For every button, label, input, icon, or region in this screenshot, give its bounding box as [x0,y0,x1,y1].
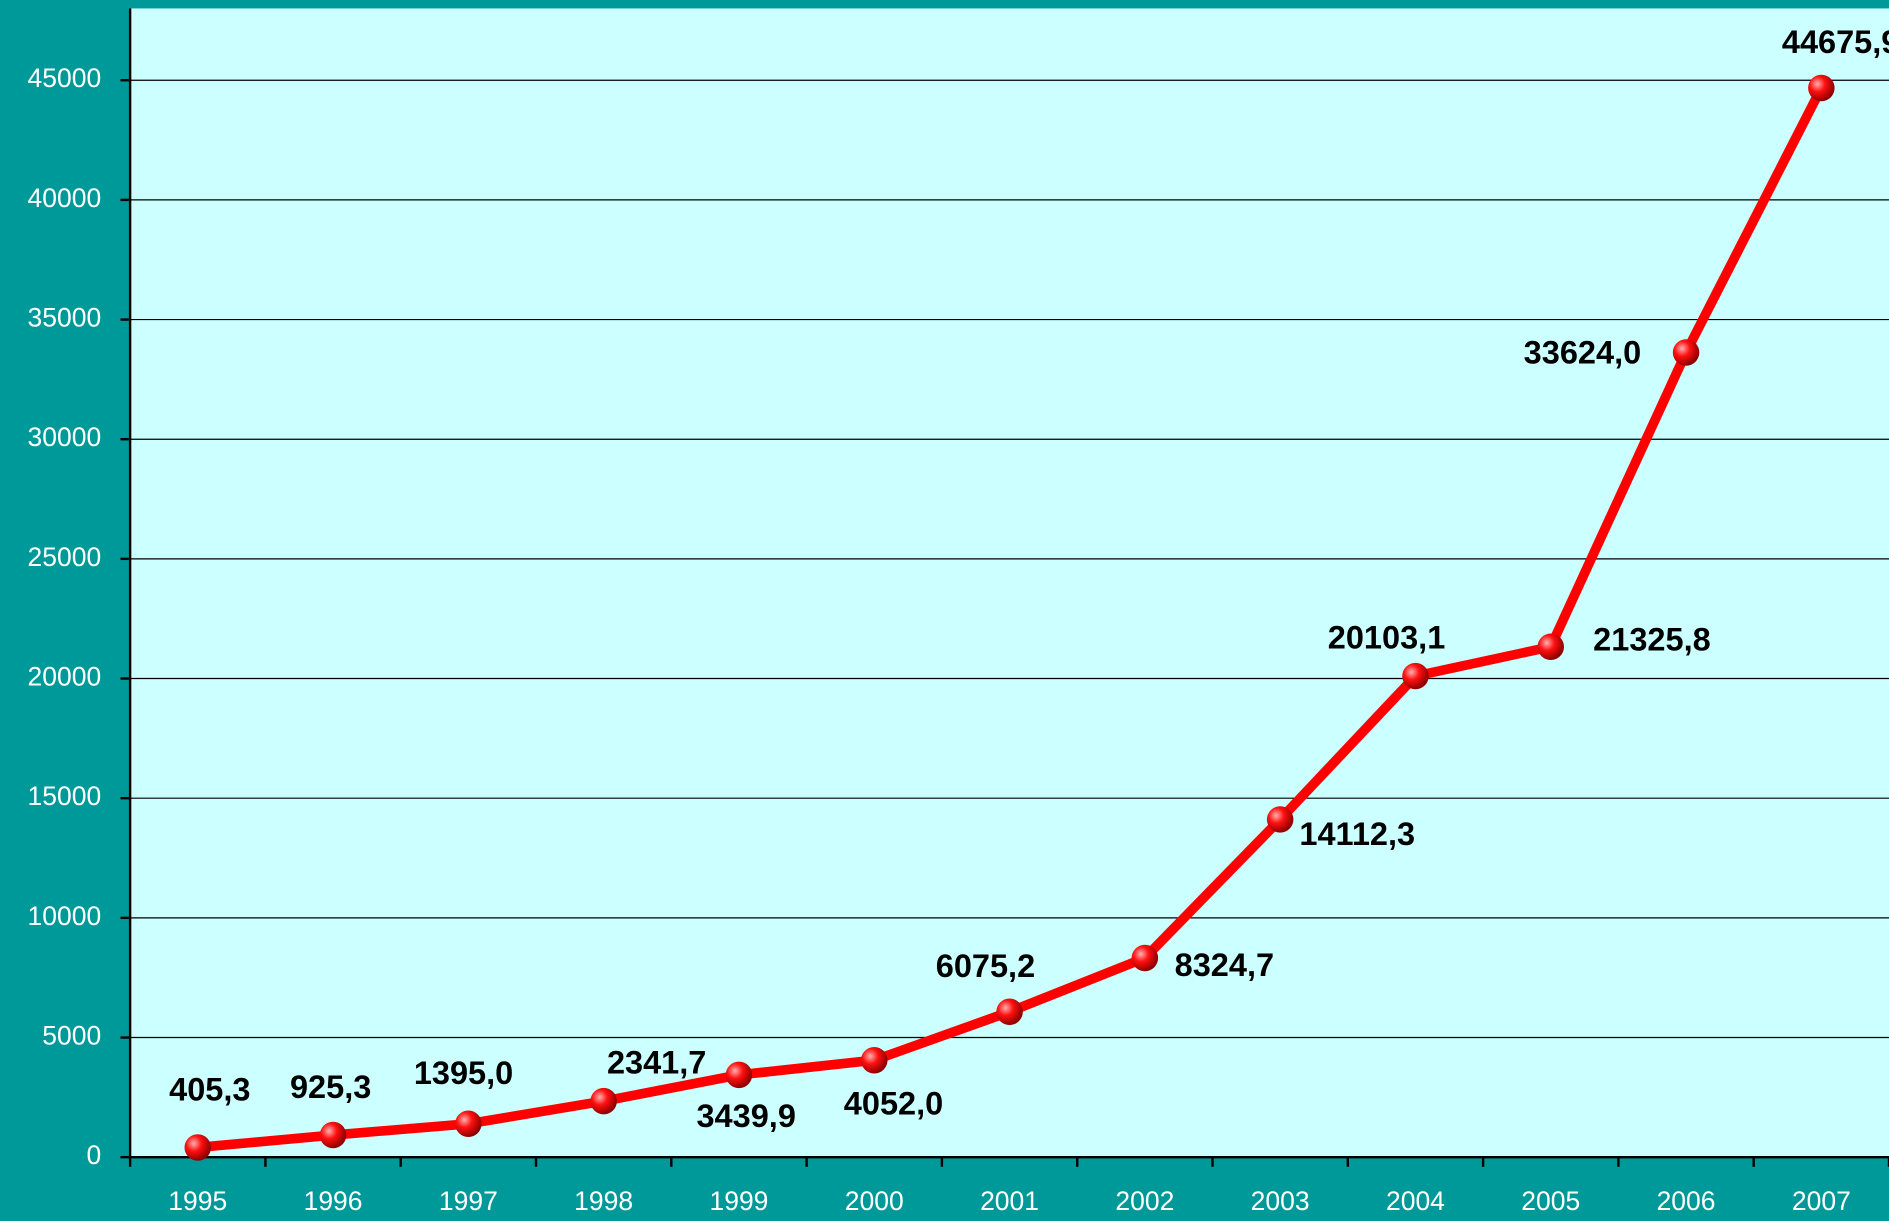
data-point [319,1121,347,1149]
data-point [1808,74,1835,102]
data-point [590,1087,617,1115]
y-tick-label: 45000 [28,63,102,93]
data-point [996,998,1023,1026]
data-label: 6075,2 [936,948,1035,984]
x-tick-label: 2003 [1251,1186,1310,1216]
data-label: 3439,9 [696,1098,795,1134]
y-tick-label: 35000 [28,303,102,333]
data-label: 44675,9 [1782,24,1889,60]
plot-area [130,8,1889,1158]
data-label: 8324,7 [1175,947,1274,983]
x-tick-label: 1996 [304,1186,363,1216]
x-tick-label: 2006 [1657,1186,1716,1216]
data-label: 14112,3 [1299,816,1415,852]
x-tick-label: 1995 [168,1186,227,1216]
y-tick-label: 30000 [28,422,102,452]
x-tick-label: 2007 [1792,1186,1851,1216]
x-tick-label: 2004 [1386,1186,1445,1216]
data-point [861,1046,888,1074]
data-label: 20103,1 [1328,620,1446,656]
x-tick-label: 2001 [980,1186,1039,1216]
data-label: 33624,0 [1524,334,1642,370]
data-point [1402,662,1429,690]
y-tick-label: 40000 [28,183,102,213]
y-tick-label: 20000 [28,662,102,692]
y-tick-label: 25000 [28,542,102,572]
data-point [725,1061,753,1089]
data-label: 405,3 [169,1072,250,1108]
y-tick-label: 0 [86,1140,101,1170]
x-tick-label: 2002 [1115,1186,1174,1216]
x-tick-label: 1998 [574,1186,633,1216]
x-tick-label: 2005 [1521,1186,1580,1216]
y-tick-label: 10000 [28,901,102,931]
data-point [1131,944,1159,972]
data-point [455,1110,482,1138]
data-label: 1395,0 [414,1055,513,1091]
x-tick-label: 1997 [439,1186,498,1216]
y-tick-label: 5000 [42,1021,101,1051]
data-point [1672,339,1700,366]
data-label: 4052,0 [844,1086,943,1122]
x-tick-label: 2000 [845,1186,904,1216]
data-label: 2341,7 [607,1045,706,1081]
data-point [184,1134,212,1161]
data-label: 925,3 [290,1069,371,1105]
data-label: 21325,8 [1593,622,1711,658]
data-point [1537,633,1565,661]
x-tick-label: 1999 [709,1186,768,1216]
data-point [1266,806,1294,833]
y-tick-label: 15000 [28,781,102,811]
